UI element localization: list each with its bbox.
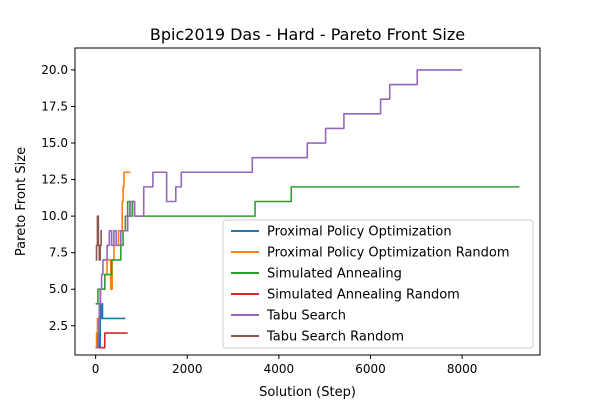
plot-lines: [95, 69, 520, 349]
x-axis-label: Solution (Step): [259, 385, 356, 400]
y-tick-label: 5.0: [49, 282, 68, 296]
y-tick-label: 12.5: [41, 173, 68, 187]
x-tick-label: 8000: [447, 362, 478, 376]
legend-label: Tabu Search Random: [266, 330, 404, 345]
legend-label: Simulated Annealing: [267, 267, 402, 282]
series-line-5: [95, 69, 463, 349]
y-axis-label: Pareto Front Size: [14, 147, 29, 256]
y-tick-label: 2.5: [49, 319, 68, 333]
legend-box: [222, 219, 534, 349]
plot-frame: [74, 47, 541, 356]
y-tick-label: 7.5: [49, 246, 68, 260]
legend-label: Proximal Policy Optimization Random: [267, 246, 510, 261]
legend-label: Proximal Policy Optimization: [267, 225, 452, 240]
series-line-1: [95, 303, 126, 349]
chart-title: Bpic2019 Das - Hard - Pareto Front Size: [150, 25, 465, 44]
x-axis-ticks: 0 2000 4000 6000 8000: [92, 355, 478, 376]
y-tick-label: 17.5: [41, 99, 68, 113]
x-tick-label: 2000: [172, 362, 203, 376]
series-line-3: [95, 186, 520, 305]
x-tick-label: 6000: [355, 362, 386, 376]
y-tick-label: 10.0: [41, 209, 68, 223]
series-line-6: [95, 215, 103, 261]
x-tick-label: 4000: [264, 362, 295, 376]
legend-label: Simulated Annealing Random: [267, 288, 460, 303]
x-tick-label: 0: [92, 362, 100, 376]
y-axis-ticks: 2.5 5.0 7.5 10.0 12.5 15.0 17.5 20.0: [41, 63, 75, 333]
y-tick-label: 20.0: [41, 63, 68, 77]
legend: Proximal Policy Optimization Proximal Pol…: [222, 219, 534, 349]
y-tick-label: 15.0: [41, 136, 68, 150]
legend-label: Tabu Search: [266, 309, 346, 324]
